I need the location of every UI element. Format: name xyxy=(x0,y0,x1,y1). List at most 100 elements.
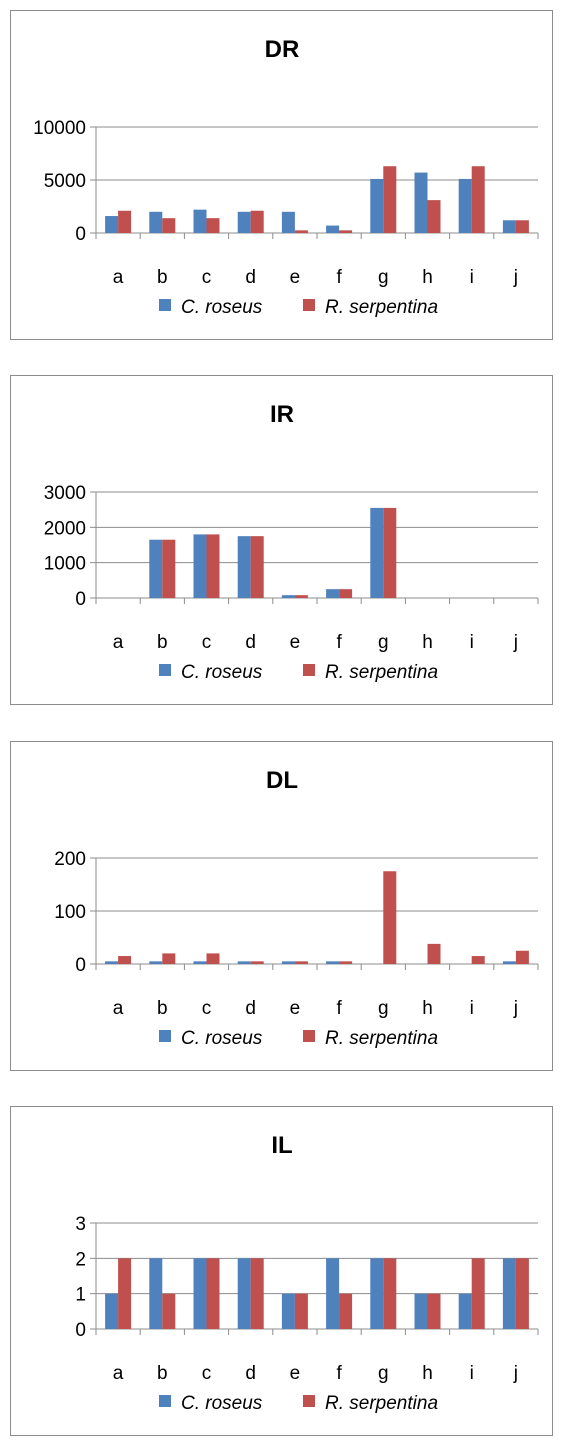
legend-label: R. serpentina xyxy=(325,662,438,683)
bar-r-serpentina-g xyxy=(383,507,397,598)
y-tick-label: 2 xyxy=(75,1249,86,1270)
y-tick-label: 200 xyxy=(54,849,86,870)
x-tick-label: i xyxy=(470,998,474,1019)
bar-r-serpentina-b xyxy=(162,539,176,598)
x-tick-label: i xyxy=(470,267,474,288)
x-tick-label: d xyxy=(245,632,256,653)
x-tick-label: d xyxy=(245,267,256,288)
bar-r-serpentina-d xyxy=(250,536,264,598)
bar-c-roseus-a xyxy=(105,1293,119,1329)
bar-r-serpentina-g xyxy=(383,871,397,964)
x-tick-label: h xyxy=(422,1363,433,1384)
bar-r-serpentina-d xyxy=(250,210,264,233)
x-tick-label: b xyxy=(157,267,168,288)
bar-c-roseus-c xyxy=(193,534,207,598)
bar-c-roseus-g xyxy=(370,507,384,598)
y-tick-label: 5000 xyxy=(44,171,86,192)
legend-label: C. roseus xyxy=(181,1393,263,1414)
y-tick-label: 0 xyxy=(75,1320,86,1341)
bar-c-roseus-i xyxy=(458,1293,472,1329)
x-tick-label: c xyxy=(202,632,212,653)
bar-r-serpentina-f xyxy=(339,1293,353,1329)
bar-r-serpentina-a xyxy=(118,956,132,964)
chart-svg-dr: DR 0 5000 10000 a b c d e f g h i j C. roseus R. serpen… xyxy=(33,36,539,318)
bar-r-serpentina-j xyxy=(515,1258,529,1329)
bar-c-roseus-b xyxy=(149,211,163,233)
chart-panel-dl: DL 0 100 200 a b c d e f g h i j C. roseus R. serpentin… xyxy=(10,741,553,1071)
x-tick-label: g xyxy=(378,1363,389,1384)
bar-r-serpentina-g xyxy=(383,166,397,233)
bar-c-roseus-e xyxy=(281,1293,295,1329)
legend-label: C. roseus xyxy=(181,1028,263,1049)
bar-c-roseus-j xyxy=(502,220,516,233)
legend-label: R. serpentina xyxy=(325,297,438,318)
x-tick-label: d xyxy=(245,998,256,1019)
bar-c-roseus-b xyxy=(149,961,163,964)
bar-r-serpentina-d xyxy=(250,1258,264,1329)
y-tick-label: 1000 xyxy=(44,554,86,575)
y-tick-label: 2000 xyxy=(44,518,86,539)
bar-r-serpentina-i xyxy=(471,956,485,964)
bar-r-serpentina-b xyxy=(162,218,176,233)
y-tick-label: 10000 xyxy=(33,118,86,139)
y-tick-label: 100 xyxy=(54,902,86,923)
bar-r-serpentina-i xyxy=(471,166,485,233)
bar-c-roseus-j xyxy=(502,1258,516,1329)
x-tick-label: i xyxy=(470,632,474,653)
bar-c-roseus-f xyxy=(326,961,340,964)
bar-r-serpentina-g xyxy=(383,1258,397,1329)
bar-c-roseus-g xyxy=(370,178,384,233)
legend-label: C. roseus xyxy=(181,297,263,318)
bar-c-roseus-e xyxy=(281,595,295,598)
bar-c-roseus-a xyxy=(105,216,119,233)
x-tick-label: f xyxy=(336,1363,342,1384)
bar-c-roseus-h xyxy=(414,1293,428,1329)
bar-c-roseus-d xyxy=(237,536,251,598)
bar-c-roseus-c xyxy=(193,1258,207,1329)
x-tick-label: a xyxy=(113,267,124,288)
x-tick-label: j xyxy=(513,1363,518,1384)
bar-c-roseus-d xyxy=(237,1258,251,1329)
bar-r-serpentina-f xyxy=(339,230,353,233)
x-tick-label: g xyxy=(378,267,389,288)
bar-r-serpentina-f xyxy=(339,961,353,964)
chart-panel-ir: IR 0 1000 2000 3000 a b c d e f g h i j C. roseus R. ser… xyxy=(10,375,553,705)
x-tick-label: j xyxy=(513,632,518,653)
bar-r-serpentina-b xyxy=(162,1293,176,1329)
bar-c-roseus-g xyxy=(370,1258,384,1329)
bar-r-serpentina-c xyxy=(206,534,220,598)
bar-r-serpentina-c xyxy=(206,218,220,233)
x-tick-label: a xyxy=(113,1363,124,1384)
bar-r-serpentina-i xyxy=(471,1258,485,1329)
bar-r-serpentina-e xyxy=(294,230,308,233)
chart-panel-il: IL 0 1 2 3 a b c d e f g h i j C. roseus R. serpentina xyxy=(10,1106,553,1436)
chart-title: IR xyxy=(270,401,294,428)
legend-swatch xyxy=(303,299,315,311)
y-tick-label: 3 xyxy=(75,1214,86,1235)
chart-title: IL xyxy=(271,1132,292,1159)
legend-swatch xyxy=(303,1030,315,1042)
x-tick-label: b xyxy=(157,632,168,653)
x-tick-label: i xyxy=(470,1363,474,1384)
bar-c-roseus-a xyxy=(105,961,119,964)
bar-c-roseus-d xyxy=(237,961,251,964)
chart-title: DR xyxy=(265,36,300,63)
bar-r-serpentina-h xyxy=(427,943,441,964)
legend-swatch xyxy=(303,664,315,676)
x-tick-label: c xyxy=(202,267,212,288)
bar-c-roseus-e xyxy=(281,211,295,233)
x-tick-label: e xyxy=(290,998,301,1019)
x-tick-label: a xyxy=(113,632,124,653)
chart-title: DL xyxy=(266,767,298,794)
bar-r-serpentina-b xyxy=(162,953,176,964)
bar-c-roseus-h xyxy=(414,172,428,233)
y-tick-label: 0 xyxy=(75,955,86,976)
x-tick-label: g xyxy=(378,998,389,1019)
x-tick-label: b xyxy=(157,1363,168,1384)
y-tick-label: 3000 xyxy=(44,483,86,504)
bar-c-roseus-e xyxy=(281,961,295,964)
x-tick-label: h xyxy=(422,267,433,288)
y-tick-label: 0 xyxy=(75,224,86,245)
legend-label: R. serpentina xyxy=(325,1028,438,1049)
bar-c-roseus-b xyxy=(149,1258,163,1329)
